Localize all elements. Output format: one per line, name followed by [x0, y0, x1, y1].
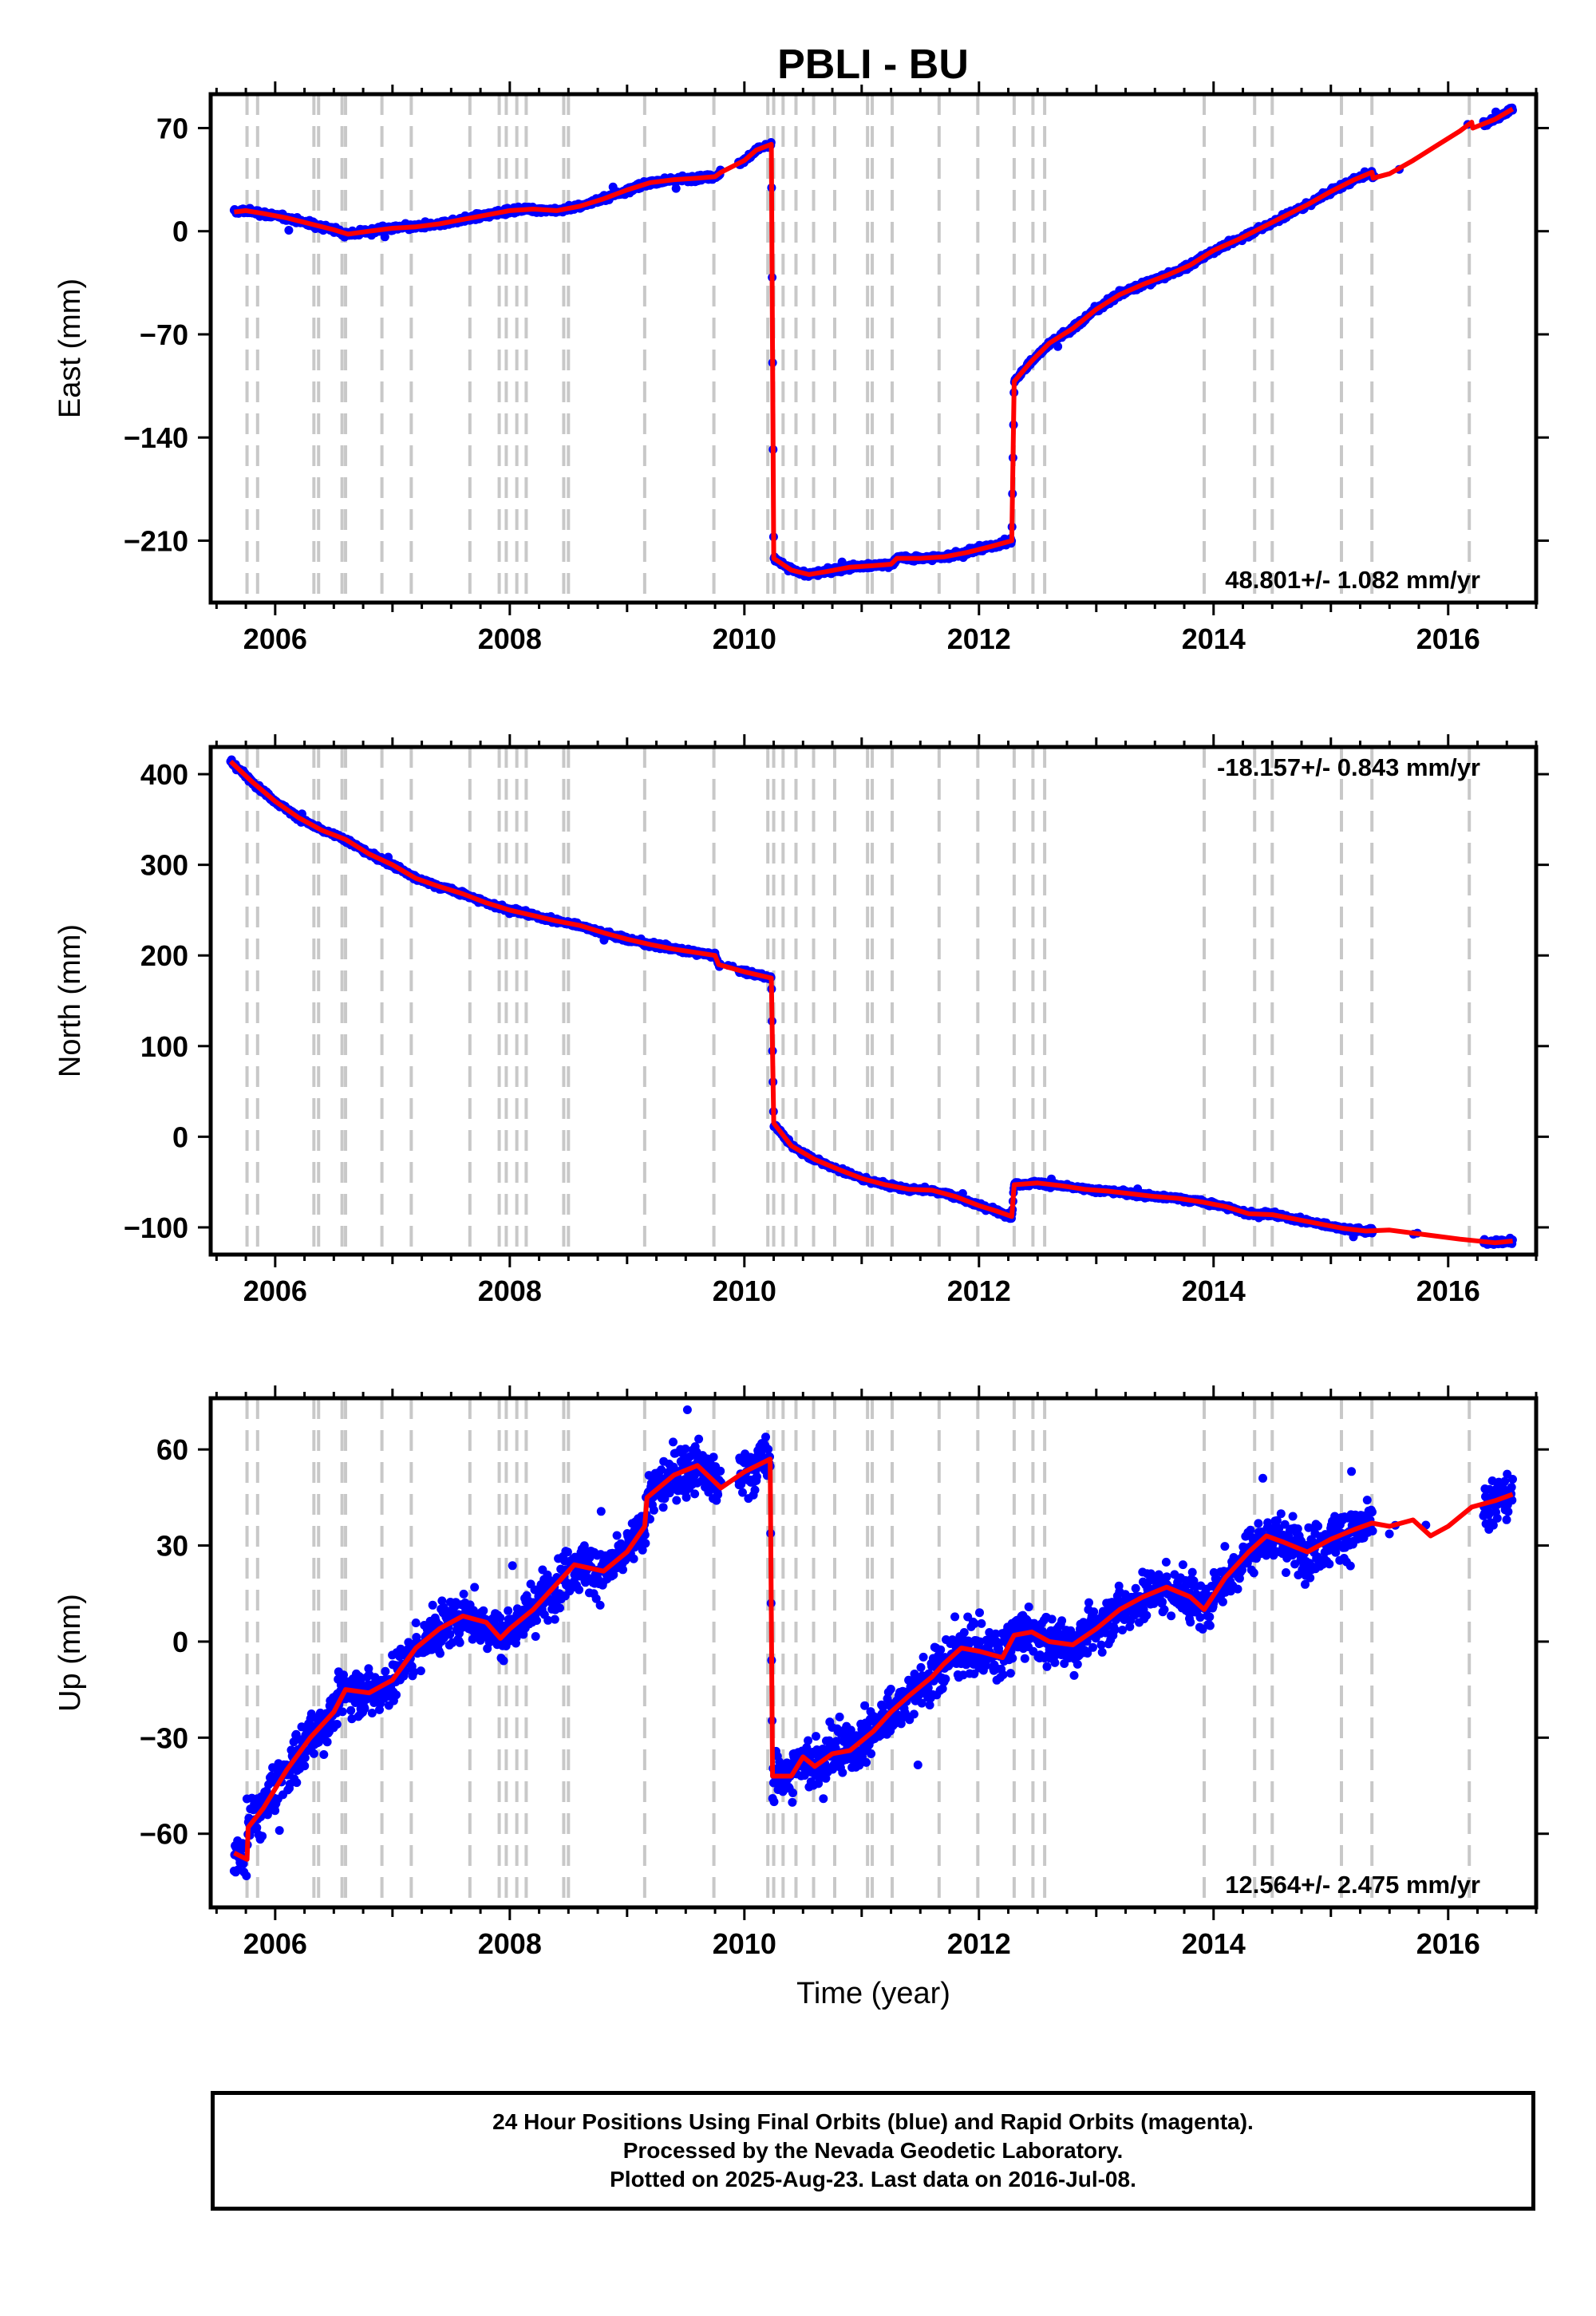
east-ytick-label: 70 [156, 112, 188, 144]
east-xtick-label: 2012 [947, 622, 1011, 655]
east-panel: −210 −140 −70 0 70 2006 2008 2010 2012 2014 2016 Ea… [53, 81, 1549, 655]
east-ytick-label: −210 [124, 524, 188, 557]
east-xtick-label: 2008 [478, 622, 542, 655]
east-xtick-label: 2010 [713, 622, 776, 655]
east-frame [208, 92, 1539, 605]
east-ytick-label: −70 [140, 318, 188, 351]
east-data-point [284, 226, 294, 235]
panels: −210 −140 −70 0 70 2006 2008 2010 2012 2014 2016 Ea… [53, 81, 1549, 2010]
east-data-point [1053, 342, 1063, 351]
north-ytick-label: 300 [140, 849, 188, 882]
east-rate-label: 48.801+/- 1.082 mm/yr [1225, 566, 1480, 594]
north-ytick-label: −100 [124, 1211, 188, 1244]
east-ytick-label: 0 [172, 215, 188, 248]
east-xtick-label: 2016 [1416, 622, 1480, 655]
east-xtick-label: 2014 [1182, 622, 1246, 655]
east-data-point [671, 184, 681, 193]
east-model-line [234, 106, 1515, 577]
east-ylabel: East (mm) [53, 279, 87, 418]
north-xtick-label: 2006 [243, 1275, 307, 1307]
north-ytick-label: 200 [140, 939, 188, 972]
north-ytick-label: 0 [172, 1120, 188, 1153]
east-ytick-label: −140 [124, 421, 188, 454]
north-ytick-label: 400 [140, 758, 188, 791]
north-data-point [958, 1189, 967, 1198]
east-xtick-label: 2006 [243, 622, 307, 655]
east-data-point [380, 232, 389, 242]
north-ytick-label: 100 [140, 1030, 188, 1063]
chart-title: PBLI - BU [777, 41, 969, 88]
